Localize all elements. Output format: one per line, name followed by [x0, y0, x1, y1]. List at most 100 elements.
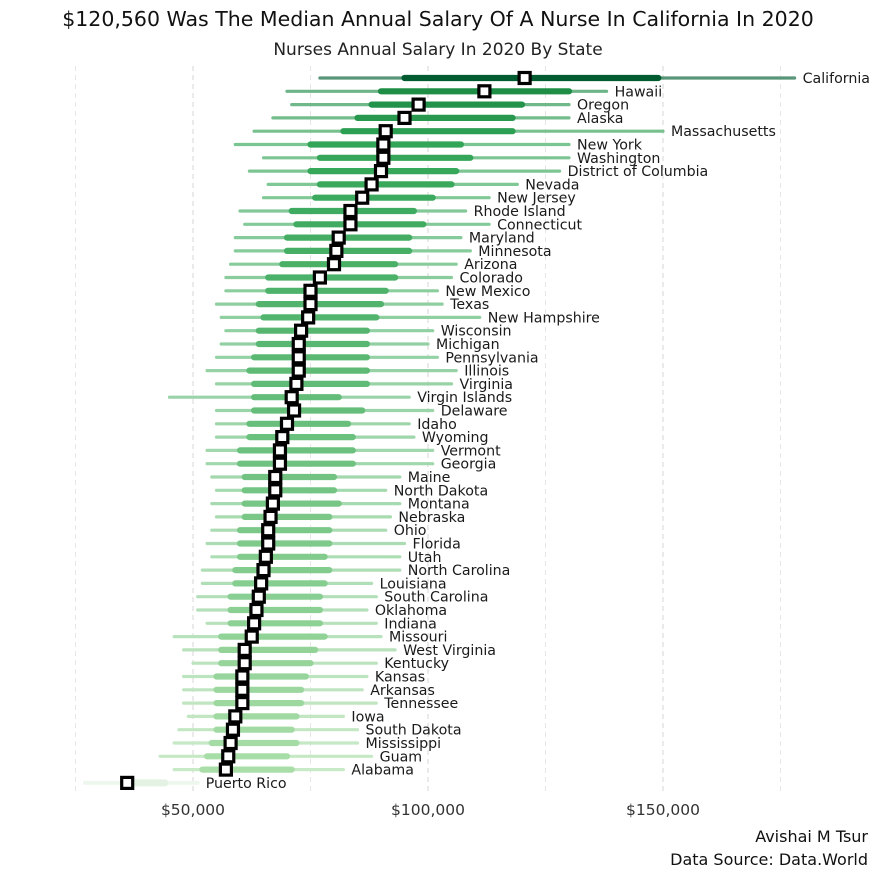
median-marker: [237, 656, 252, 671]
state-label: Arizona: [464, 257, 517, 273]
median-marker: [268, 469, 283, 485]
state-row: [238, 203, 468, 219]
state-row: [205, 456, 435, 471]
state-row: [158, 749, 374, 764]
state-row: [172, 629, 383, 644]
state-label: Montana: [408, 497, 470, 513]
state-label: Indiana: [384, 616, 437, 632]
median-marker: [286, 403, 302, 418]
median-marker: [249, 602, 264, 618]
median-marker: [223, 735, 238, 751]
state-row: [214, 297, 444, 312]
state-label: Iowa: [351, 709, 384, 725]
state-row: [196, 589, 378, 604]
state-row: [191, 656, 378, 671]
median-marker: [221, 749, 236, 764]
state-label: Nevada: [525, 177, 579, 193]
median-marker: [261, 523, 276, 538]
state-label: New York: [577, 138, 643, 154]
state-label: Massachusetts: [671, 124, 776, 140]
state-row: [224, 270, 454, 285]
state-label: Michigan: [436, 337, 500, 353]
median-marker: [301, 310, 316, 325]
state-row: [177, 722, 360, 737]
x-tick-label: $150,000: [626, 801, 700, 819]
median-marker: [256, 562, 271, 578]
state-row: [186, 709, 345, 724]
median-marker: [312, 270, 327, 285]
median-marker: [376, 137, 391, 152]
x-axis: $50,000 $100,000 $150,000: [161, 801, 700, 819]
state-label: Vermont: [441, 443, 501, 459]
median-marker: [254, 576, 269, 591]
state-row: [210, 496, 402, 511]
state-label: Rhode Island: [474, 204, 566, 220]
state-label: Virginia: [460, 377, 514, 393]
median-marker: [275, 430, 290, 445]
state-row: [210, 549, 402, 564]
median-marker: [247, 616, 262, 631]
median-marker: [235, 695, 250, 711]
state-row: [200, 576, 374, 591]
state-label: Missouri: [389, 630, 447, 646]
state-label: Nebraska: [398, 510, 465, 526]
state-row: [233, 137, 571, 152]
state-row: [224, 323, 435, 338]
state-row: [182, 682, 364, 697]
state-row: [219, 310, 482, 325]
state-row: [243, 217, 491, 232]
state-label: California: [803, 71, 870, 87]
median-marker: [291, 363, 306, 378]
state-label: Kentucky: [384, 656, 449, 672]
state-label: Maryland: [469, 231, 535, 247]
state-row: [210, 469, 402, 485]
median-marker: [263, 509, 278, 524]
state-row: [290, 97, 571, 112]
median-marker: [289, 376, 304, 391]
state-label: Guam: [380, 749, 423, 765]
state-row: [261, 190, 491, 205]
state-label: Texas: [449, 297, 489, 313]
median-marker: [251, 589, 266, 604]
state-label: Arkansas: [370, 683, 435, 699]
state-row: [214, 483, 388, 498]
state-label: New Jersey: [497, 191, 576, 207]
median-marker: [329, 243, 344, 258]
state-label: Utah: [408, 550, 442, 566]
state-label: Oregon: [577, 98, 629, 114]
state-row: [271, 110, 571, 126]
median-marker: [294, 323, 309, 338]
median-marker: [279, 416, 295, 431]
state-row: [205, 616, 378, 631]
state-row: [214, 430, 416, 445]
state-row: [182, 642, 397, 658]
median-marker: [397, 110, 412, 126]
median-marker: [228, 709, 243, 724]
median-marker: [355, 190, 370, 205]
state-label: Oklahoma: [375, 603, 447, 619]
median-marker: [284, 390, 299, 405]
range-bars: [82, 70, 797, 791]
state-row: [214, 403, 435, 418]
state-row: [318, 70, 797, 86]
state-label: North Carolina: [408, 563, 511, 579]
state-label: West Virginia: [403, 643, 496, 659]
state-row: [167, 390, 411, 405]
median-marker: [517, 70, 532, 86]
median-marker: [120, 775, 135, 791]
state-label: Idaho: [417, 417, 457, 433]
median-marker: [477, 84, 492, 99]
state-label: Wisconsin: [441, 324, 512, 340]
state-row: [182, 669, 369, 684]
state-label: Ohio: [394, 523, 427, 539]
median-marker: [265, 496, 280, 511]
state-label: New Mexico: [445, 284, 530, 300]
state-row: [261, 150, 571, 165]
median-marker: [258, 549, 273, 564]
state-row: [247, 164, 562, 179]
median-marker: [331, 230, 346, 245]
state-row: [214, 509, 392, 524]
state-row: [214, 350, 439, 365]
state-row: [229, 257, 458, 272]
